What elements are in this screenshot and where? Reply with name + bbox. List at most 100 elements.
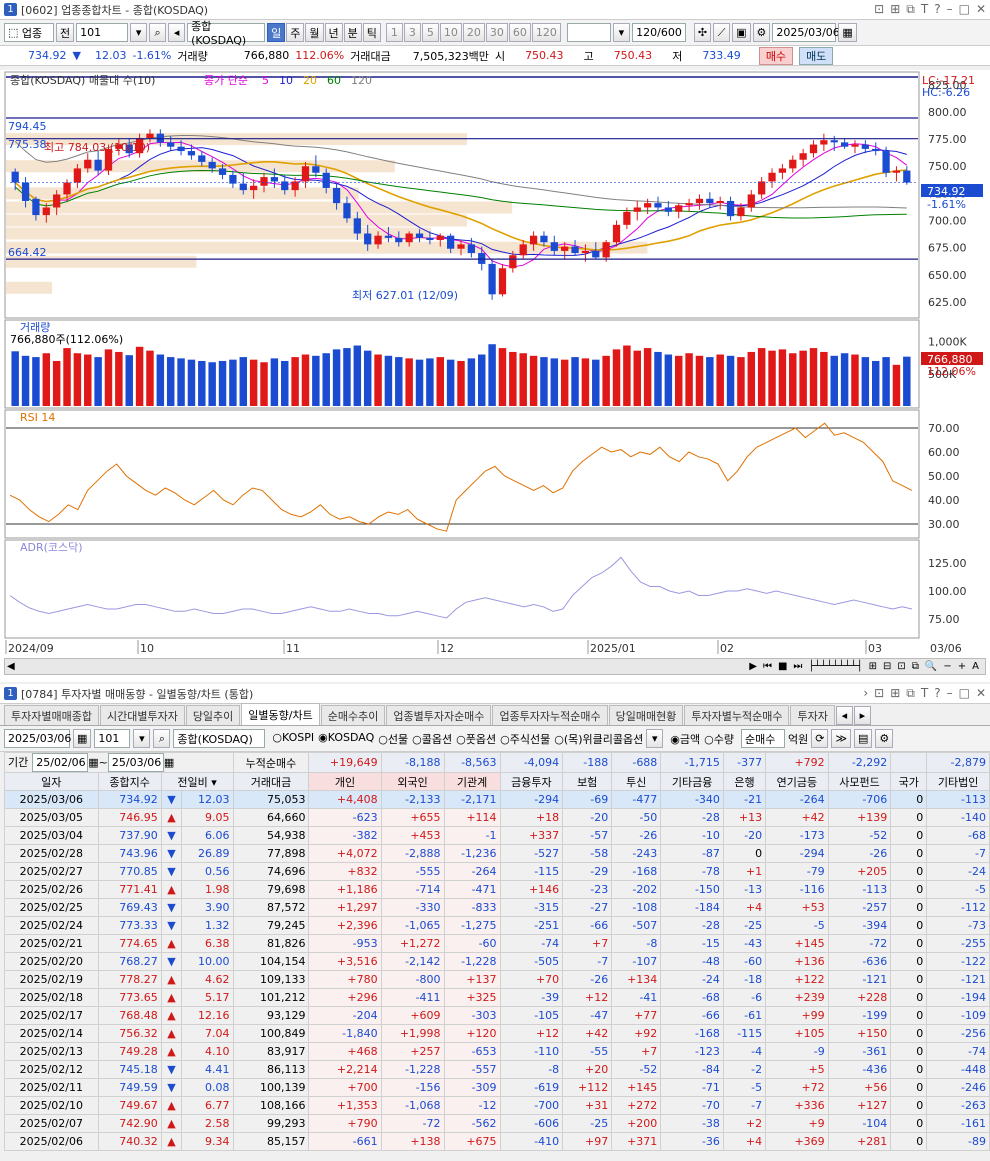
tab-0[interactable]: 투자자별매매종합 [4, 705, 99, 725]
speaker-icon[interactable]: ◂ [168, 23, 186, 42]
count-field[interactable]: 120/600 [631, 23, 686, 42]
font-icon[interactable]: A [972, 661, 979, 672]
sell-button[interactable]: 매도 [799, 46, 834, 65]
tab-2[interactable]: 당일추이 [185, 705, 241, 725]
link-icon[interactable]: ⊡ [874, 686, 885, 700]
last-icon[interactable]: ⏭ [793, 661, 803, 672]
market-radio-2[interactable]: ○선물 [378, 731, 408, 747]
mode-select[interactable]: 순매수 [740, 729, 785, 748]
next-icon[interactable]: ≫ [831, 729, 851, 748]
market-radio-4[interactable]: ○풋옵션 [456, 731, 496, 747]
table-row[interactable]: 2025/02/19 778.27 ▲ 4.62 109,133 +780 -800 +137… [4, 970, 990, 989]
column-header[interactable]: 거래대금 [232, 772, 310, 791]
copy-icon[interactable]: ⧉ [906, 686, 915, 700]
period-button[interactable]: 년 [324, 23, 343, 42]
table-row[interactable]: 2025/02/07 742.90 ▲ 2.58 99,293 +790 -72 -562 -6… [4, 1114, 990, 1133]
column-header[interactable]: 은행 [722, 772, 767, 791]
unit-radio-0[interactable]: ◉금액 [670, 731, 700, 747]
scroll-right-icon[interactable]: ▶ [749, 661, 757, 672]
period-button[interactable]: 분 [343, 23, 362, 42]
table-row[interactable]: 2025/02/10 749.67 ▲ 6.77 108,166 +1,353 -1,068… [4, 1096, 990, 1115]
tab-1[interactable]: 시간대별투자자 [99, 705, 185, 725]
column-header[interactable]: 기타금융 [660, 772, 724, 791]
grid-icon[interactable]: ⊞ [868, 661, 877, 672]
code-dropdown-icon[interactable]: ▾ [130, 23, 148, 42]
draw-icon[interactable]: ⟋ [713, 23, 731, 42]
tab-3[interactable]: 일별동향/차트 [241, 703, 320, 725]
market-dropdown-icon[interactable]: ▾ [646, 729, 664, 748]
sort-dropdown-icon[interactable]: ▾ [207, 775, 217, 789]
table-row[interactable]: 2025/02/26 771.41 ▲ 1.98 79,698 +1,186 -714 -47… [4, 880, 990, 899]
table-row[interactable]: 2025/02/12 745.18 ▼ 4.41 86,113 +2,214 -1,228-… [4, 1060, 990, 1079]
settings-icon[interactable]: ⚙ [752, 23, 771, 42]
tab-prev-icon[interactable]: ◂ [835, 706, 853, 725]
period-button[interactable]: 일 [267, 23, 286, 42]
custom-number-input[interactable] [566, 23, 611, 42]
calendar-icon[interactable]: ▦ [88, 756, 99, 769]
search-icon[interactable]: ⌕ [149, 23, 167, 42]
minimize-icon[interactable]: – [946, 2, 953, 16]
table-row[interactable]: 2025/02/13 749.28 ▲ 4.10 83,917 +468 +257 -653-… [4, 1042, 990, 1061]
column-header[interactable]: 투신 [611, 772, 662, 791]
market-radio-5[interactable]: ○주식선물 [500, 731, 550, 747]
table-row[interactable]: 2025/03/06 734.92 ▼ 12.03 75,053 +4,408 -2,133… [4, 790, 990, 809]
prev-button[interactable]: 전 [56, 23, 75, 42]
number-button[interactable]: 20 [462, 23, 485, 42]
copy-icon[interactable]: ⧉ [906, 2, 915, 16]
column-header[interactable]: 보험 [562, 772, 613, 791]
number-button[interactable]: 60 [508, 23, 531, 42]
tab-6[interactable]: 업종투자자누적순매수 [492, 705, 608, 725]
column-header[interactable]: 연기금등 [765, 772, 829, 791]
market-radio-3[interactable]: ○콜옵션 [412, 731, 452, 747]
period-button[interactable]: 틱 [362, 23, 381, 42]
settings-icon[interactable]: ⚙ [875, 729, 894, 748]
chart-icon[interactable]: ▤ [853, 729, 873, 748]
tab-5[interactable]: 업종별투자자순매수 [386, 705, 492, 725]
table-row[interactable]: 2025/02/11 749.59 ▼ 0.08 100,139 +700 -156 -309… [4, 1078, 990, 1097]
table-row[interactable]: 2025/03/04 737.90 ▼ 6.06 54,938 -382 +453 -1 +33… [4, 826, 990, 845]
code-dropdown-icon[interactable]: ▾ [133, 729, 151, 748]
column-header[interactable]: 개인 [308, 772, 382, 791]
column-header[interactable]: 기관계 [443, 772, 501, 791]
number-button[interactable]: 30 [485, 23, 508, 42]
scroll-left-icon[interactable]: ◀ [7, 661, 15, 672]
period-from-input[interactable]: 25/02/06 [32, 753, 89, 772]
refresh-icon[interactable]: ⟳ [811, 729, 829, 748]
maximize-icon[interactable]: □ [958, 2, 970, 16]
table-row[interactable]: 2025/02/28 743.96 ▼ 26.89 77,898 +4,072 -2,888… [4, 844, 990, 863]
tab-8[interactable]: 투자자별누적순매수 [684, 705, 790, 725]
layout-icon[interactable]: ⊟ [883, 661, 892, 672]
disk-icon[interactable]: ▣ [732, 23, 751, 42]
text-icon[interactable]: T [920, 2, 929, 16]
minus-icon[interactable]: − [943, 661, 952, 672]
first-icon[interactable]: ⏮ [762, 661, 772, 672]
column-header[interactable]: 외국인 [380, 772, 445, 791]
period-button[interactable]: 월 [305, 23, 324, 42]
date-input[interactable]: 2025/03/06 [772, 23, 840, 42]
column-header[interactable]: 종합지수 [97, 772, 162, 791]
tab-7[interactable]: 당일매매현황 [608, 705, 684, 725]
market-radio-1[interactable]: ◉KOSDAQ [318, 731, 374, 747]
number-button[interactable]: 120 [531, 23, 561, 42]
code-input[interactable]: 101 [94, 729, 131, 748]
chart-area[interactable]: 825.00800.00775.00750.00725.00700.00675.… [0, 70, 990, 682]
calendar-icon[interactable]: ▦ [163, 756, 175, 769]
table-row[interactable]: 2025/03/05 746.95 ▲ 9.05 64,660 -623 +655 +114 +… [4, 808, 990, 827]
table-row[interactable]: 2025/02/24 773.33 ▼ 1.32 79,245 +2,396 -1,065-… [4, 916, 990, 935]
column-header[interactable]: 금융투자 [499, 772, 564, 791]
crosshair-icon[interactable]: ✣ [693, 23, 712, 42]
close-icon[interactable]: ✕ [975, 2, 986, 16]
column-header[interactable]: 전일비 ▾ [160, 772, 234, 791]
column-header[interactable]: 일자 [4, 772, 99, 791]
period-button[interactable]: 주 [286, 23, 305, 42]
table-row[interactable]: 2025/02/18 773.65 ▲ 5.17 101,212 +296 -411 +325… [4, 988, 990, 1007]
column-header[interactable]: 기타법인 [926, 772, 990, 791]
table-row[interactable]: 2025/02/21 774.65 ▲ 6.38 81,826 -953 +1,272 -60… [4, 934, 990, 953]
number-button[interactable]: 5 [421, 23, 439, 42]
table-row[interactable]: 2025/02/25 769.43 ▼ 3.90 87,572 +1,297 -330 -83… [4, 898, 990, 917]
save-icon[interactable]: ⊞ [890, 2, 901, 16]
table-row[interactable]: 2025/02/20 768.27 ▼ 10.00 104,154 +3,516 -2,14… [4, 952, 990, 971]
date-input[interactable]: 2025/03/06 [4, 729, 71, 748]
tab-9[interactable]: 투자자 [790, 705, 835, 725]
help-icon[interactable]: ? [934, 2, 941, 16]
